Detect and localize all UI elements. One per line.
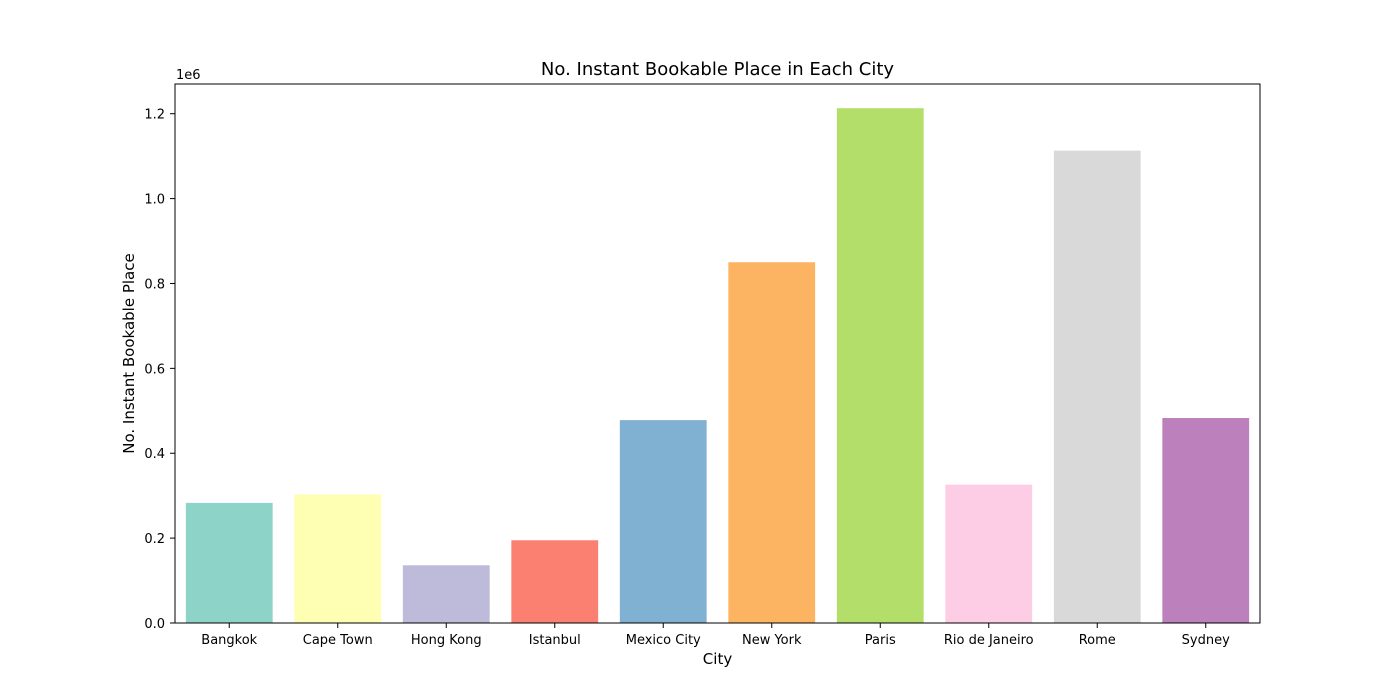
y-tick-label: 0.2 [144, 532, 165, 547]
plot-frame [174, 83, 1261, 624]
y-tick-label: 1.2 [144, 108, 165, 123]
bars-layer [185, 108, 1250, 624]
x-tick-label: Cape Town [303, 633, 373, 648]
bar-istanbul [511, 540, 599, 623]
bar-rio-de-janeiro [945, 484, 1033, 623]
x-tick-label: Istanbul [529, 633, 581, 648]
y-axis-ticks: 0.0 0.2 0.4 0.6 0.8 1.0 1.2 [144, 108, 175, 632]
y-tick-label: 0.0 [144, 617, 165, 632]
bar-hong-kong [402, 565, 490, 623]
y-tick-label: 1.0 [144, 193, 165, 208]
y-tick-label: 0.8 [144, 277, 165, 292]
y-axis-label: No. Instant Bookable Place [120, 253, 138, 453]
bar-rome [1053, 150, 1141, 624]
bar-mexico-city [619, 420, 707, 623]
x-tick-label: Rome [1079, 633, 1116, 648]
x-tick-label: Paris [865, 633, 896, 648]
y-tick-label: 0.4 [144, 447, 165, 462]
x-axis-ticks: Bangkok Cape Town Hong Kong Istanbul Mexico … [201, 623, 1230, 648]
x-tick-label: Hong Kong [411, 633, 482, 648]
y-tick-label: 0.6 [144, 362, 165, 377]
x-tick-label: New York [742, 633, 802, 648]
bar-new-york [728, 262, 816, 623]
x-tick-label: Rio de Janeiro [944, 633, 1034, 648]
bar-cape-town [294, 494, 382, 623]
x-tick-label: Bangkok [201, 633, 257, 648]
chart-title: No. Instant Bookable Place in Each City [541, 59, 894, 80]
bar-bangkok [185, 502, 273, 623]
bar-paris [836, 108, 924, 623]
x-tick-label: Sydney [1182, 633, 1230, 648]
x-axis-label: City [703, 650, 733, 668]
y-axis-offset-text: 1e6 [176, 68, 201, 83]
bar-sydney [1162, 418, 1250, 623]
x-tick-label: Mexico City [626, 633, 701, 648]
